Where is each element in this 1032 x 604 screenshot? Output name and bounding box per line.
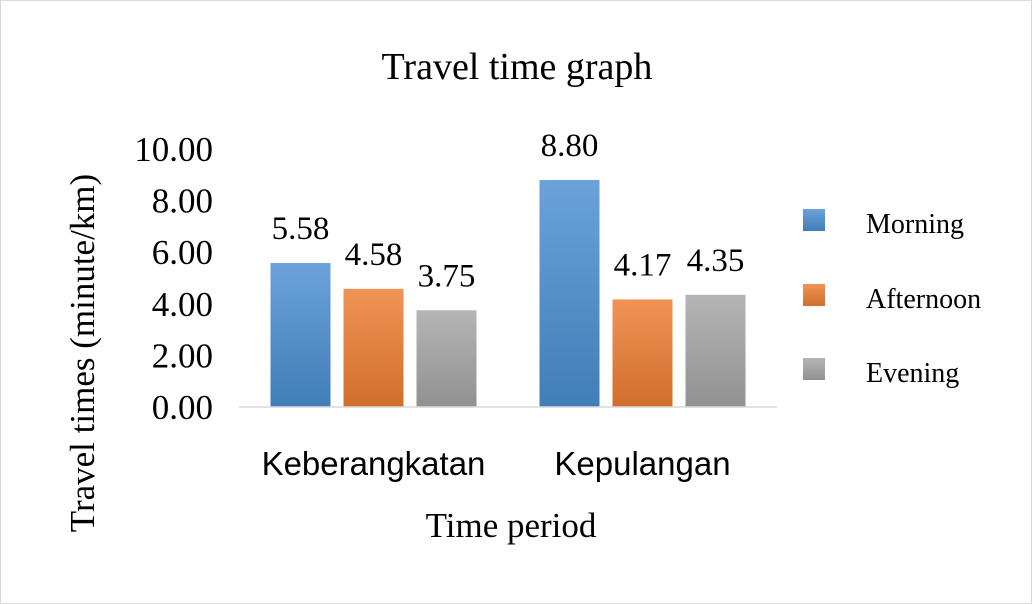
y-axis-label: Travel times (minute/km) — [63, 174, 102, 532]
bars — [270, 179, 746, 407]
legend-label-morning: Morning — [866, 209, 964, 240]
x-tick-label: Keberangkatan — [262, 445, 486, 482]
data-label: 4.17 — [614, 247, 672, 283]
data-label: 4.58 — [345, 237, 403, 273]
x-tick-label: Kepulangan — [554, 445, 730, 482]
data-label: 3.75 — [418, 258, 476, 294]
data-label: 5.58 — [272, 211, 330, 247]
y-tick-label: 6.00 — [152, 233, 213, 272]
data-labels: 5.58 4.58 3.75 8.80 4.17 4.35 — [272, 128, 745, 294]
bar-afternoon-kepulangan — [612, 299, 673, 407]
y-tick-label: 4.00 — [152, 285, 213, 324]
data-label: 8.80 — [541, 128, 599, 164]
y-tick-label: 10.00 — [134, 130, 213, 169]
legend-swatch-morning — [803, 209, 825, 231]
legend-label-afternoon: Afternoon — [866, 284, 981, 315]
y-axis-ticks: 0.00 2.00 4.00 6.00 8.00 10.00 — [134, 130, 213, 427]
bar-evening-keberangkatan — [416, 310, 477, 407]
y-tick-label: 2.00 — [152, 336, 213, 375]
bar-morning-kepulangan — [539, 179, 600, 407]
legend: Morning Afternoon Evening — [803, 209, 981, 389]
chart-title: Travel time graph — [382, 46, 653, 88]
data-label: 4.35 — [687, 243, 745, 279]
x-axis-ticks: Keberangkatan Kepulangan — [262, 445, 731, 482]
bar-morning-keberangkatan — [270, 263, 331, 407]
legend-swatch-evening — [803, 358, 825, 380]
legend-swatch-afternoon — [803, 284, 825, 306]
x-axis-label: Time period — [426, 506, 597, 545]
legend-label-evening: Evening — [866, 358, 959, 389]
y-tick-label: 8.00 — [152, 182, 213, 221]
bar-afternoon-keberangkatan — [343, 288, 404, 407]
y-tick-label: 0.00 — [152, 388, 213, 427]
bar-evening-kepulangan — [685, 294, 746, 407]
